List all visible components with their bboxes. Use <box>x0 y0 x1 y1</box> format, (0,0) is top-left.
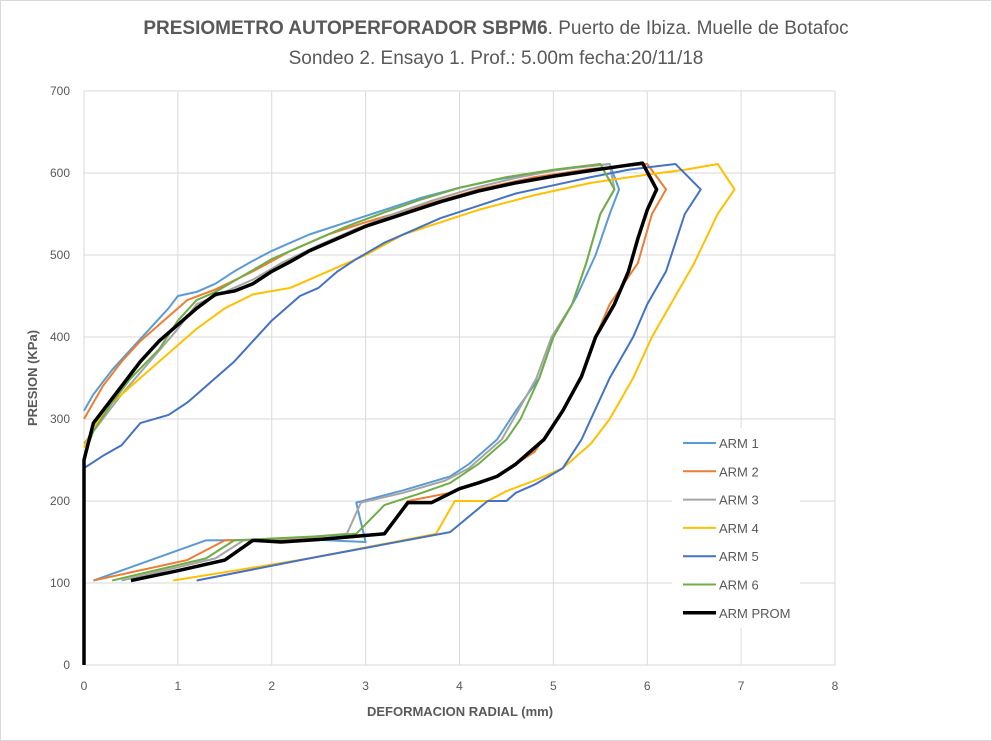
x-tick-label: 8 <box>832 679 839 693</box>
legend-label-arm-5: ARM 5 <box>719 549 759 564</box>
y-tick-label: 100 <box>50 576 70 590</box>
y-tick-label: 300 <box>50 412 70 426</box>
y-tick-label: 200 <box>50 494 70 508</box>
chart-title-bold: PRESIOMETRO AUTOPERFORADOR SBPM6 <box>143 18 547 39</box>
series-line-arm-prom <box>82 161 659 665</box>
legend-label-arm-6: ARM 6 <box>719 578 759 593</box>
x-tick-label: 6 <box>644 679 651 693</box>
y-tick-label: 600 <box>50 166 70 180</box>
legend-label-arm-1: ARM 1 <box>719 436 759 451</box>
y-tick-label: 0 <box>63 658 70 672</box>
chart-title: PRESIOMETRO AUTOPERFORADOR SBPM6. Puerto… <box>143 18 848 39</box>
legend-label-arm-2: ARM 2 <box>719 464 759 479</box>
series-line-arm-6 <box>83 162 616 582</box>
x-tick-label: 0 <box>81 679 88 693</box>
x-tick-label: 5 <box>550 679 557 693</box>
y-tick-label: 400 <box>50 330 70 344</box>
y-axis-label: PRESION (KPa) <box>25 330 40 426</box>
series-lines <box>82 161 736 665</box>
x-tick-label: 7 <box>738 679 745 693</box>
series-line-arm-5 <box>83 162 702 582</box>
tick-labels: 0 1 2 3 4 5 6 7 8 0 100 200 300 400 500 600 700 <box>50 84 839 693</box>
x-tick-label: 2 <box>268 679 275 693</box>
y-tick-label: 700 <box>50 84 70 98</box>
series-line-arm-4 <box>83 162 736 582</box>
legend-label-arm-4: ARM 4 <box>719 521 759 536</box>
x-tick-label: 1 <box>175 679 182 693</box>
legend-label-arm-3: ARM 3 <box>719 493 759 508</box>
x-axis-label: DEFORMACION RADIAL (mm) <box>367 704 553 719</box>
legend-label-arm-prom: ARM PROM <box>719 606 791 621</box>
y-tick-label: 500 <box>50 248 70 262</box>
series-line-arm-2 <box>83 162 668 582</box>
chart-subtitle: Sondeo 2. Ensayo 1. Prof.: 5.00m fecha:2… <box>289 48 704 69</box>
legend: ARM 1 ARM 2 ARM 3 ARM 4 ARM 5 ARM 6 ARM PROM <box>672 428 800 628</box>
x-tick-label: 4 <box>456 679 463 693</box>
x-tick-label: 3 <box>362 679 369 693</box>
chart-title-rest: . Puerto de Ibiza. Muelle de Botafoc <box>548 18 849 39</box>
